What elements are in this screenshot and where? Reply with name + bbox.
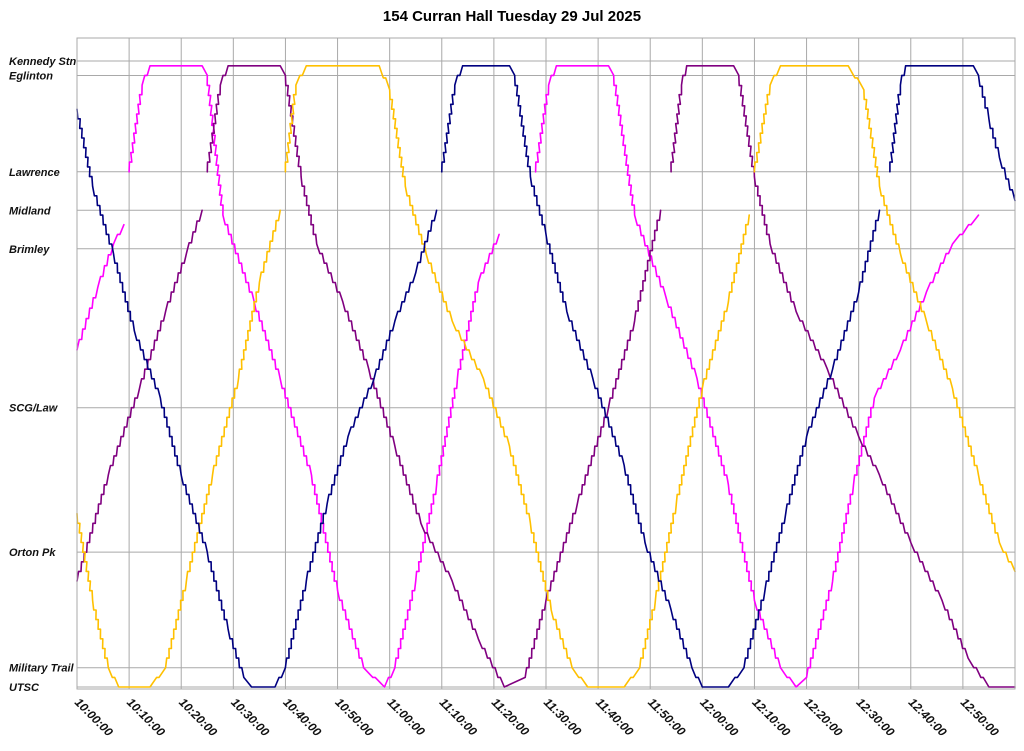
x-tick-label: 12:50:00 <box>958 695 1002 739</box>
x-tick-label: 10:40:00 <box>280 695 324 739</box>
x-tick-label: 10:20:00 <box>176 695 220 739</box>
y-tick-label: Military Trail <box>9 663 75 675</box>
x-axis-labels: 10:00:00 10:10:00 10:20:00 10:30:00 10:40:00… <box>72 695 1002 739</box>
x-tick-label: 10:10:00 <box>124 695 168 739</box>
series-trip-line <box>128 65 500 688</box>
series-trip-line <box>440 65 881 688</box>
y-tick-label: Midland <box>9 205 51 217</box>
x-tick-label: 10:50:00 <box>332 695 376 739</box>
x-tick-label: 12:00:00 <box>697 695 741 739</box>
x-tick-label: 11:30:00 <box>541 695 584 738</box>
chart-title: 154 Curran Hall Tuesday 29 Jul 2025 <box>382 8 642 25</box>
series-trip-line <box>284 65 751 688</box>
x-tick-label: 10:30:00 <box>228 695 272 739</box>
series-trip-line <box>534 65 980 688</box>
series-layer <box>76 65 1016 688</box>
series-trip-line <box>206 65 662 688</box>
series-trip-line <box>76 108 438 688</box>
y-axis-labels: Kennedy Stn Eglinton Lawrence Midland Brimle… <box>9 56 77 694</box>
y-tick-label: SCG/Law <box>9 403 59 415</box>
x-tick-label: 12:10:00 <box>749 695 793 739</box>
x-tick-label: 12:20:00 <box>801 695 845 739</box>
x-tick-label: 11:00:00 <box>385 695 428 738</box>
plot-frame <box>76 37 1016 690</box>
series-trip-line <box>753 65 1016 573</box>
y-tick-label: Brimley <box>9 244 50 256</box>
series-trip-line <box>889 65 1016 202</box>
series-trip-line <box>670 65 1016 688</box>
x-tick-label: 11:40:00 <box>593 695 636 738</box>
series-trip-line <box>76 223 125 351</box>
x-tick-label: 12:30:00 <box>854 695 898 739</box>
y-tick-label: Kennedy Stn <box>9 56 77 68</box>
x-tick-label: 10:00:00 <box>72 695 116 739</box>
x-tick-label: 12:40:00 <box>906 695 950 739</box>
y-tick-label: Orton Pk <box>9 547 56 559</box>
y-tick-label: Eglinton <box>9 70 53 82</box>
y-tick-label: Lawrence <box>9 167 60 179</box>
series-trip-line <box>76 209 282 688</box>
y-tick-label: UTSC <box>9 682 40 694</box>
x-tick-label: 11:20:00 <box>489 695 532 738</box>
series-trip-line <box>76 209 203 582</box>
x-tick-label: 11:50:00 <box>645 695 688 738</box>
x-tick-label: 11:10:00 <box>437 695 480 738</box>
